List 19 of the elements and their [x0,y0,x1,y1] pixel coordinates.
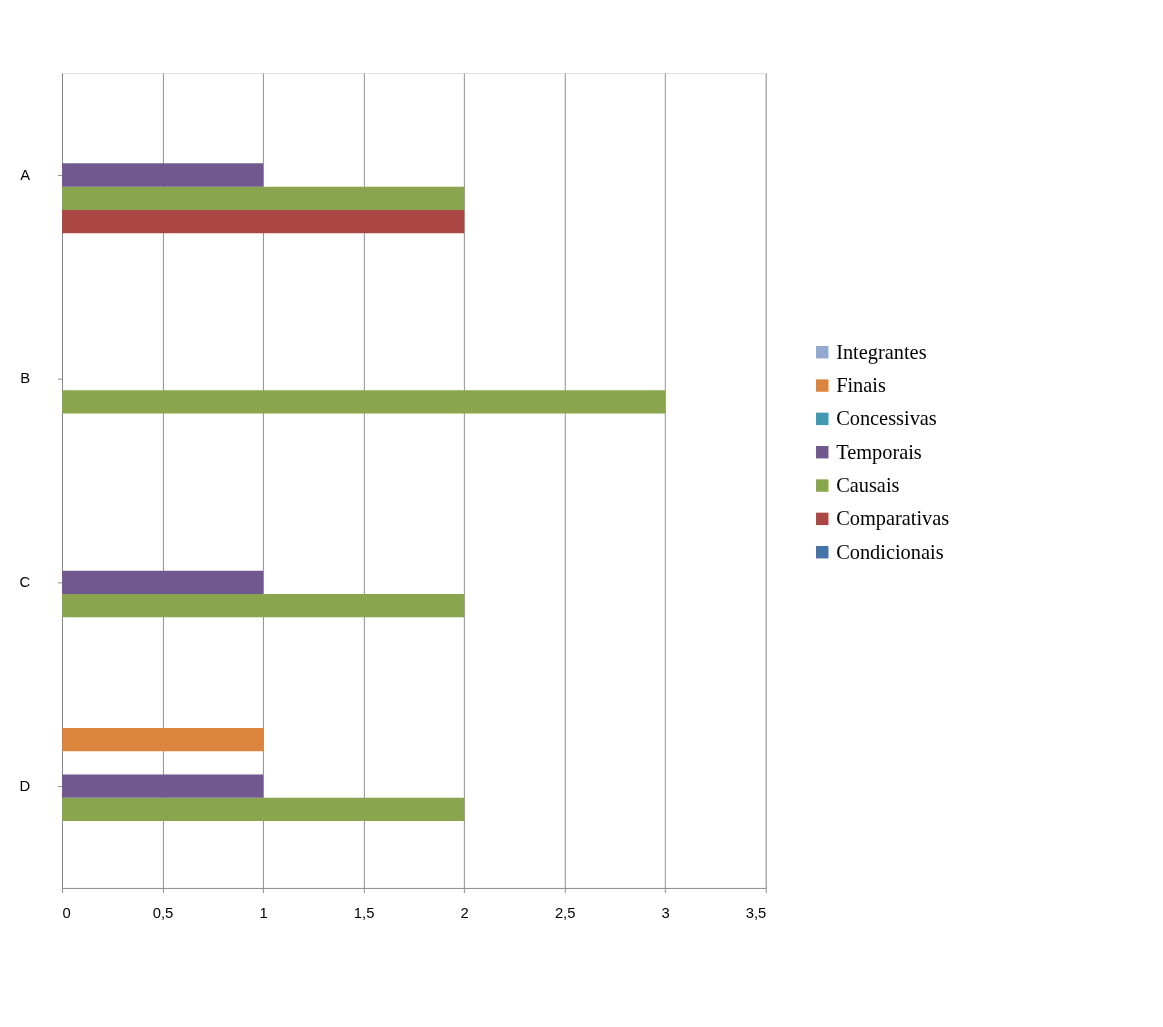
x-tick-label: 3 [661,905,670,922]
x-tick-label: 3,5 [745,905,767,922]
y-tick-label: C [19,574,31,591]
y-tick-label: D [19,777,31,794]
legend-label: Causais [836,474,900,497]
y-tick-label: B [20,370,31,387]
legend-label: Temporais [836,440,922,464]
legend-label: Comparativas [836,507,950,531]
legend-label: Condicionais [836,540,944,563]
legend-label: Integrantes [836,340,927,364]
x-tick-label: 0 [62,905,71,922]
x-tick-label: 1 [259,905,268,922]
x-tick-label: 0,5 [152,905,174,922]
legend-label: Finais [836,374,886,397]
legend-label: Concessivas [836,407,937,430]
y-tick-label: A [20,166,31,183]
x-tick-label: 2 [460,905,469,922]
x-tick-label: 2,5 [554,905,576,922]
x-tick-label: 1,5 [353,905,375,922]
